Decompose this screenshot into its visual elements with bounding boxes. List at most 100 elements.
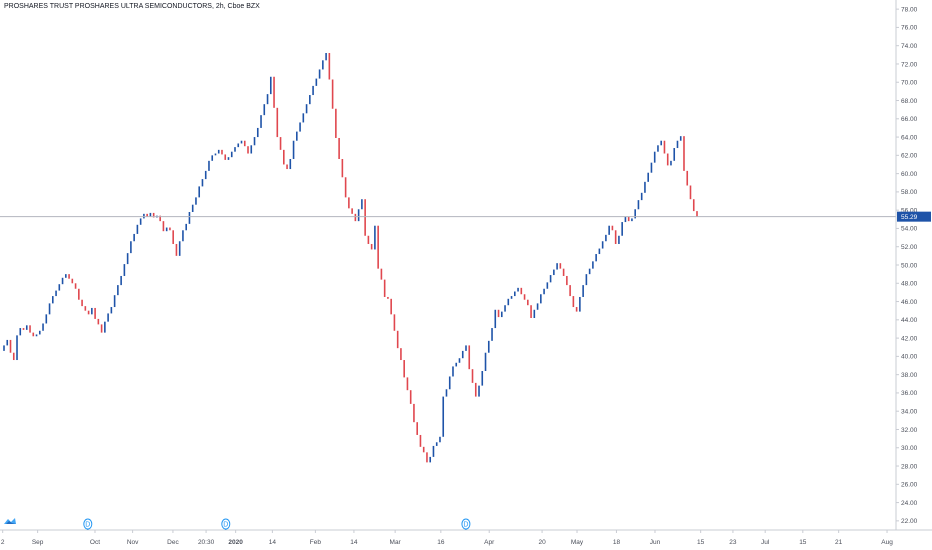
candle: [500, 311, 503, 318]
candle: [162, 221, 165, 232]
price-axis-tick-label: 28.00: [901, 463, 918, 470]
price-axis-tick-label: 36.00: [901, 390, 918, 397]
price-axis-tick-label: 70.00: [901, 80, 918, 87]
candle: [592, 261, 594, 269]
candles-layer: [3, 53, 698, 463]
candle: [243, 140, 246, 147]
candle: [556, 263, 558, 270]
candle: [588, 268, 591, 275]
candle: [383, 279, 386, 297]
candle: [100, 324, 103, 333]
candle: [663, 140, 666, 154]
time-axis-tick-label: 2020: [228, 539, 243, 546]
candle: [562, 268, 565, 276]
candle: [126, 253, 129, 265]
time-axis-tick-label: Oct: [90, 539, 100, 546]
candle: [637, 200, 640, 210]
time-axis-tick-label: 20:30: [198, 539, 215, 546]
time-axis[interactable]: 2 Sep Oct Nov Dec 20:30 2020 14 Feb 14 Mar 16 Apr 20 M…: [1, 530, 893, 546]
candle: [256, 127, 259, 138]
time-axis-tick-label: 15: [799, 539, 807, 546]
candle: [670, 160, 672, 166]
candle: [367, 235, 370, 244]
price-axis-tick-label: 42.00: [901, 335, 918, 342]
candle: [159, 215, 161, 222]
last-price-label-text: 55.29: [901, 214, 918, 221]
candle: [16, 335, 18, 361]
time-axis-tick-label: 23: [729, 539, 737, 546]
candle: [533, 309, 536, 318]
candle: [465, 345, 467, 351]
candle: [107, 313, 109, 322]
candle: [113, 295, 116, 308]
candle: [188, 212, 191, 224]
candle: [65, 274, 67, 278]
candle: [608, 225, 610, 235]
dividend-marker[interactable]: D: [221, 518, 231, 530]
candle: [110, 307, 113, 314]
candle: [686, 170, 689, 186]
candle: [579, 296, 581, 312]
candle: [211, 155, 214, 161]
candle: [354, 213, 357, 222]
candle: [165, 227, 168, 232]
candle: [191, 204, 194, 212]
candle: [448, 376, 451, 390]
candle: [84, 306, 87, 311]
candle: [582, 285, 584, 297]
candle: [123, 264, 126, 276]
price-axis-tick-label: 64.00: [901, 134, 918, 141]
candle: [416, 422, 418, 435]
candle: [250, 145, 253, 154]
candle: [273, 76, 275, 108]
price-axis-tick-label: 50.00: [901, 262, 918, 269]
candle: [530, 305, 532, 318]
candle: [133, 233, 135, 242]
candle: [673, 148, 676, 161]
tradingview-logo-icon[interactable]: [3, 516, 17, 526]
candle: [227, 157, 230, 160]
candle: [400, 348, 402, 361]
price-axis[interactable]: 78.00 76.00 74.00 72.00 70.00 68.00 66.00 64.00…: [896, 6, 918, 525]
candle: [221, 149, 223, 155]
time-axis-tick-label: 2: [1, 539, 5, 546]
candle: [289, 159, 292, 170]
candle: [650, 162, 653, 173]
candle: [429, 456, 432, 463]
candle: [52, 296, 54, 304]
candle: [605, 234, 607, 242]
candle: [328, 53, 331, 80]
time-axis-tick-label: 14: [350, 539, 358, 546]
candle: [426, 452, 428, 463]
candle: [618, 235, 620, 244]
candle: [455, 362, 458, 367]
candle: [149, 212, 152, 217]
candle: [543, 288, 545, 295]
candle: [468, 345, 471, 370]
candle: [361, 199, 363, 210]
candle: [195, 197, 197, 205]
time-axis-tick-label: 15: [697, 539, 705, 546]
candle: [406, 377, 409, 391]
candle: [185, 223, 187, 231]
candle: [130, 241, 132, 254]
dividend-marker-label: D: [223, 522, 228, 529]
dividend-marker[interactable]: D: [83, 518, 93, 530]
candle: [45, 314, 48, 324]
candle: [624, 216, 627, 223]
dividend-marker[interactable]: D: [461, 518, 471, 530]
candle: [296, 131, 298, 141]
candle: [9, 339, 12, 353]
candle: [683, 136, 685, 171]
dividend-marker-label: D: [85, 522, 90, 529]
candle: [474, 382, 477, 397]
candle: [312, 85, 314, 96]
price-axis-tick-label: 78.00: [901, 6, 918, 13]
candle: [631, 218, 633, 222]
candle: [302, 113, 305, 123]
time-axis-tick-label: 16: [437, 539, 445, 546]
candle: [572, 296, 575, 308]
price-axis-tick-label: 60.00: [901, 171, 918, 178]
